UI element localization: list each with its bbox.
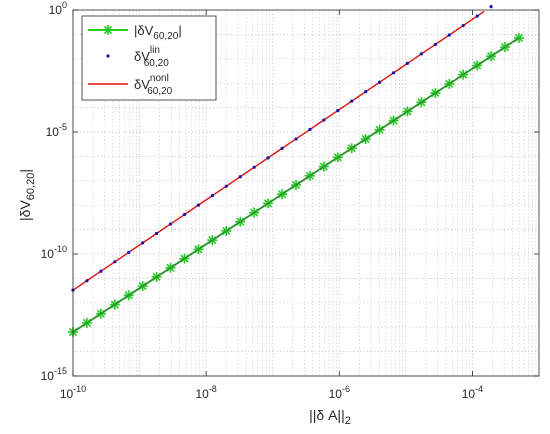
series-lin-point	[350, 99, 354, 103]
legend-label-abs: |δV60,20|	[134, 23, 182, 42]
series-lin-point	[141, 241, 145, 245]
series-lin-point	[294, 137, 298, 141]
series-lin-point	[475, 14, 479, 18]
series-lin-point	[155, 231, 159, 236]
y-tick-label: 10-10	[41, 244, 67, 261]
legend-item-lin: δVlin 60,20	[106, 45, 169, 69]
series-lin-point	[419, 52, 424, 56]
y-tick-label: 10-15	[41, 366, 67, 383]
series-lin-point	[391, 71, 396, 75]
series-lin-point	[196, 203, 201, 207]
series-lin-point	[308, 127, 312, 132]
series-lin-point	[266, 156, 270, 160]
series-abs-overlay	[72, 37, 520, 333]
series-lin-point	[280, 146, 284, 151]
series-lin-point	[377, 80, 382, 84]
legend-item-nonl: δVnonl 60,20	[88, 73, 173, 97]
y-axis-label: |δV60,20|	[17, 169, 37, 221]
x-tick-label: 10-8	[195, 384, 216, 401]
legend-item-abs: |δV60,20|	[88, 23, 182, 42]
series-lin-point	[99, 269, 103, 273]
asterisk-stroke	[514, 33, 524, 42]
plot-frame	[72, 9, 540, 377]
legend: |δV60,20| δVlin 60,20 δVnonl 60,20	[81, 15, 217, 101]
series-lin-point	[85, 279, 89, 283]
series-lin-point	[433, 42, 437, 47]
x-axis-label: ||δ A||2	[309, 407, 351, 427]
series-lin-point	[489, 5, 493, 9]
series-lin-point	[238, 175, 242, 179]
series-lin-point	[447, 33, 451, 37]
series-lin-point	[322, 118, 326, 122]
x-tick-label: 10-10	[60, 384, 86, 401]
y-tick-label: 100	[49, 0, 67, 17]
x-tick-label: 10-6	[329, 384, 350, 401]
series-lin-point	[182, 212, 187, 217]
series-layer	[68, 5, 524, 338]
series-lin-point	[127, 250, 131, 254]
x-tick-label: 10-4	[462, 384, 483, 401]
series-lin-point	[252, 165, 256, 169]
series-lin-point	[168, 222, 173, 226]
legend-label-lin: δVlin 60,20	[134, 45, 169, 69]
series-abs-marker	[513, 32, 524, 43]
asterisk-stroke	[103, 25, 113, 35]
series-lin-point	[461, 23, 465, 28]
series-lin-point	[210, 194, 214, 198]
series-lin-point	[113, 260, 117, 264]
y-tick-label: 10-5	[46, 122, 67, 139]
series-lin-point	[336, 109, 340, 113]
series-lin-point	[224, 184, 228, 188]
series-lin-point	[364, 90, 368, 94]
legend-swatch-marker	[106, 54, 110, 58]
legend-label-nonl: δVnonl 60,20	[134, 73, 173, 97]
legend-swatch-marker	[103, 25, 113, 35]
series-lin-point	[405, 61, 410, 65]
